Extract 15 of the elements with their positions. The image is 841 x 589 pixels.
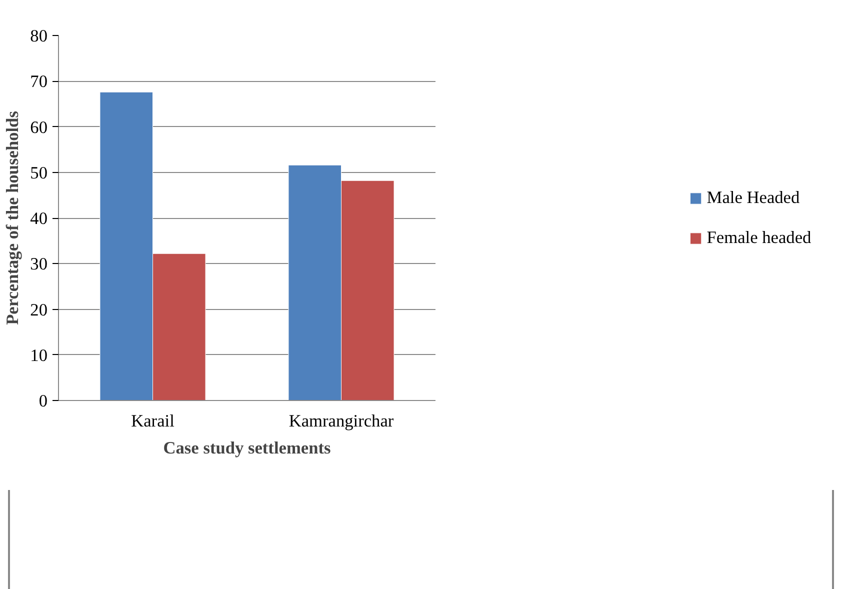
- y-tick-label: 10: [30, 346, 48, 365]
- x-tick-label: Kamrangirchar: [288, 412, 394, 430]
- x-axis-title: Case study settlements: [163, 438, 331, 458]
- legend-label: Female headed: [706, 228, 812, 248]
- y-tick-label: 30: [30, 254, 48, 274]
- x-tick-label: Karail: [131, 412, 175, 430]
- y-tick-label: 80: [30, 26, 48, 46]
- y-tick-label: 20: [30, 300, 48, 320]
- y-tick-label: 70: [30, 72, 48, 92]
- y-tick-label: 60: [30, 118, 48, 137]
- legend-label: Male Headed: [706, 188, 800, 208]
- y-tick-label: 50: [30, 163, 48, 182]
- y-tick-label: 40: [30, 209, 48, 228]
- y-tick-label: 0: [38, 392, 48, 410]
- y-axis-title: Percentage of the households: [3, 110, 22, 325]
